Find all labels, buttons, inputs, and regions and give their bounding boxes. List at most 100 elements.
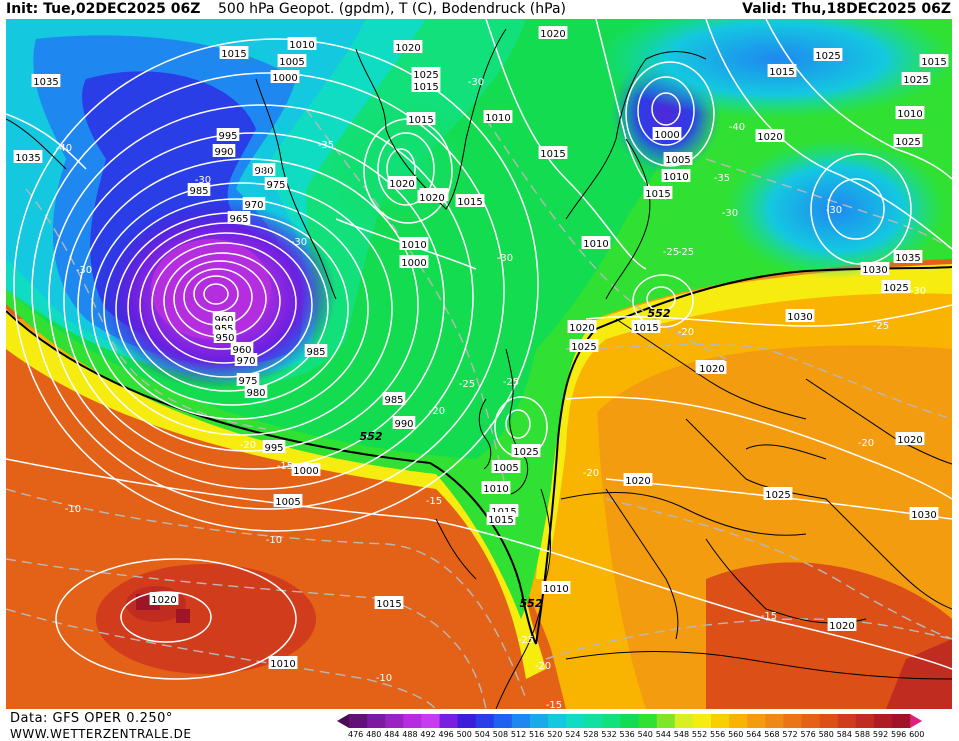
scale-swatch (548, 714, 567, 728)
pressure-label-box (264, 177, 288, 190)
scale-tick-label: 528 (583, 730, 599, 739)
pressure-label-box (216, 128, 240, 141)
pressure-label-box (483, 110, 513, 123)
scale-swatch (620, 714, 640, 728)
africa-warm (706, 562, 952, 709)
scale-swatch (367, 714, 386, 728)
temperature-label: -30 (468, 77, 484, 88)
map-footer: Data: GFS OPER 0.250° WWW.WETTERZENTRALE… (0, 710, 959, 741)
color-scale-ticks: 476 480 484 488 492 496 500 504 508 512 516 520 524 5… (343, 730, 953, 740)
scale-tick-label: 544 (655, 730, 671, 739)
temperature-label: -25 (518, 635, 534, 646)
temperature-label: -10 (65, 504, 81, 515)
scale-swatch (656, 714, 676, 728)
pressure-label: 1015 (221, 49, 246, 60)
scale-swatch (747, 714, 766, 728)
pressure-label-box (219, 46, 249, 59)
scale-swatch (801, 714, 821, 728)
pressure-label: 1005 (493, 463, 518, 474)
scale-tick-label: 524 (565, 730, 581, 739)
scale-swatch (602, 714, 621, 728)
scale-tick-label: 560 (728, 730, 744, 739)
pressure-label-box (291, 463, 321, 476)
temperature-label: -30 (497, 253, 513, 264)
temperature-label: -40 (729, 122, 745, 133)
pressure-label: 1025 (815, 51, 840, 62)
pressure-label-box (813, 48, 843, 61)
pressure-label-box (187, 183, 211, 196)
pressure-labels: 1035103510151005100010109959909859809759… (13, 26, 949, 670)
pressure-label-box (481, 481, 511, 494)
pressure-label: 1025 (513, 447, 538, 458)
temperature-label: -20 (240, 440, 256, 451)
pressure-label: 1020 (540, 29, 565, 40)
scale-tick-label: 600 (909, 730, 925, 739)
temperature-label: -25 (503, 377, 519, 388)
pressure-label-box (860, 262, 890, 275)
pressure-label-box (652, 127, 682, 140)
pressure-label-box (13, 150, 43, 163)
geopot-552-line (6, 310, 537, 645)
pressure-label: 950 (215, 333, 234, 344)
scale-swatch (566, 714, 585, 728)
pressure-label-box (273, 494, 303, 507)
russia-trough (726, 139, 946, 279)
color-scale-bar (337, 714, 923, 728)
pressure-label: 980 (254, 166, 273, 177)
scale-swatch (385, 714, 404, 728)
pressure-label-box (387, 176, 417, 189)
pressure-label-box (486, 512, 516, 525)
map-title: 500 hPa Geopot. (gpdm), T (C), Bodendruc… (218, 1, 566, 17)
pressure-label-box (567, 320, 597, 333)
pressure-label-box (236, 373, 260, 386)
scale-swatch (783, 714, 802, 728)
scale-tick-label: 564 (746, 730, 762, 739)
scale-tick-label: 480 (366, 730, 382, 739)
scale-swatch (873, 714, 893, 728)
scale-tick-label: 532 (601, 730, 617, 739)
pressure-label-box (230, 342, 254, 355)
pressure-label: 1030 (787, 312, 812, 323)
pressure-label: 985 (384, 395, 403, 406)
temperature-label: -10 (376, 673, 392, 684)
scale-tick-label: 596 (891, 730, 907, 739)
pressure-label: 1005 (279, 57, 304, 68)
pressure-label: 1015 (540, 149, 565, 160)
pressure-label-box (755, 129, 785, 142)
scale-swatch (493, 714, 513, 728)
pressure-label: 1010 (401, 240, 426, 251)
pressure-label: 1010 (543, 584, 568, 595)
pressure-label: 1020 (699, 364, 724, 375)
pressure-label: 1020 (757, 132, 782, 143)
pressure-label-box (623, 473, 653, 486)
pressure-label-box (149, 592, 179, 605)
pressure-label-box (268, 656, 298, 669)
pressure-label-box (827, 618, 857, 631)
pressure-label: 1035 (895, 253, 920, 264)
scale-tick-label: 572 (782, 730, 798, 739)
pressure-label-box (569, 339, 599, 352)
coastlines (6, 28, 952, 709)
pressure-label-box (538, 26, 568, 39)
pressure-label-box (287, 37, 317, 50)
pressure-label-box (399, 255, 429, 268)
scale-tick-label: 540 (637, 730, 653, 739)
pressure-label: 1020 (151, 595, 176, 606)
scale-tick-label: 588 (854, 730, 871, 739)
pressure-label-box (455, 194, 485, 207)
temperature-label: -15 (761, 611, 777, 622)
scale-swatch (837, 714, 857, 728)
temperature-label: -30 (291, 237, 307, 248)
scale-tick-label: 556 (710, 730, 726, 739)
pressure-label: 1010 (485, 113, 510, 124)
scale-tick-label: 492 (420, 730, 436, 739)
pressure-label: 1020 (569, 323, 594, 334)
pressure-label-box (399, 237, 429, 250)
pressure-label: 1035 (33, 77, 58, 88)
weather-map[interactable]: 1035 1035 1015 1005 1000 1010 995 990 985 980 975 9… (6, 19, 952, 709)
scale-tick-label: 500 (456, 730, 472, 739)
pressure-label: 1005 (275, 497, 300, 508)
scale-tick-label: 508 (492, 730, 509, 739)
pressure-label: 1020 (389, 179, 414, 190)
pressure-label-box (661, 169, 691, 182)
